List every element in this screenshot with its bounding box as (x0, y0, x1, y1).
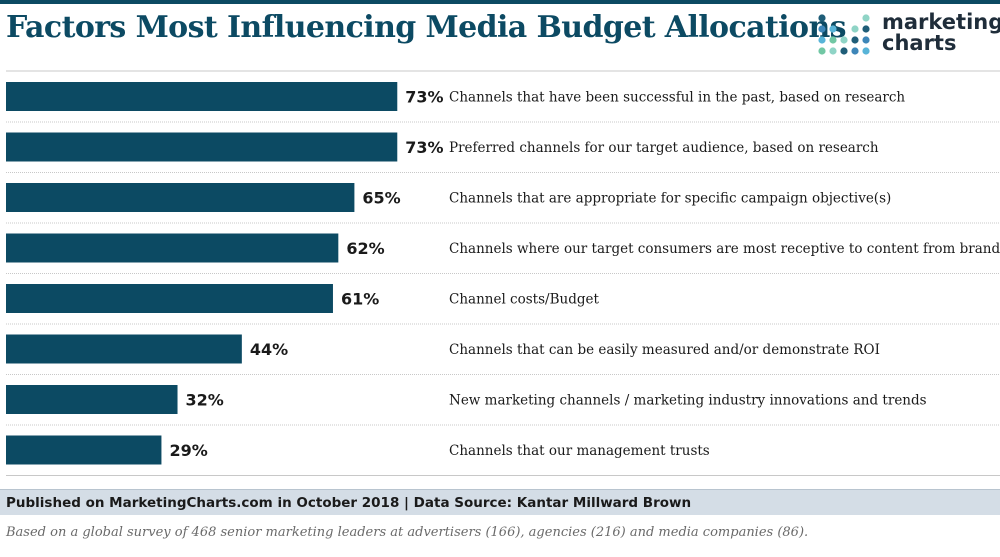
bar (6, 82, 398, 111)
logo-dot (829, 25, 837, 33)
bar (6, 435, 162, 465)
chart-title: Factors Most Influencing Media Budget Al… (6, 10, 847, 45)
bar-value-label: 62% (346, 239, 384, 258)
logo-text-line1: marketing (882, 10, 1000, 34)
bar (6, 334, 242, 364)
logo-dot (851, 36, 859, 44)
logo-dot (818, 14, 826, 22)
logo-text-line2: charts (882, 31, 957, 55)
bar (6, 183, 355, 212)
category-label: New marketing channels / marketing indus… (449, 393, 927, 409)
bar-value-label: 65% (362, 189, 400, 208)
bar-value-label: 32% (186, 391, 224, 410)
logo-dot (862, 25, 870, 33)
footer-source: Published on MarketingCharts.com in Octo… (6, 495, 692, 511)
logo-dot (818, 47, 826, 55)
top-rule (0, 0, 1000, 4)
bar-value-label: 44% (250, 340, 288, 359)
bar-chart: 73% Channels that have been successful in… (6, 70, 1000, 476)
category-label: Channels that can be easily measured and… (449, 342, 880, 358)
logo-dot (829, 47, 837, 55)
footer-note: Based on a global survey of 468 senior m… (6, 525, 809, 540)
bar (6, 284, 333, 313)
bar-value-label: 73% (405, 88, 443, 107)
marketingcharts-logo: marketing charts (816, 12, 1000, 58)
bar (6, 385, 178, 414)
category-label: Preferred channels for our target audien… (449, 140, 879, 156)
logo-dot (851, 25, 859, 33)
logo-dot (862, 14, 870, 22)
logo-dot (840, 47, 848, 55)
logo-dot (862, 36, 870, 44)
logo-dot (818, 36, 826, 44)
logo-text: marketing charts (882, 12, 1000, 54)
category-label: Channels where our target consumers are … (449, 241, 1000, 257)
bar (6, 132, 398, 162)
bar-value-label: 73% (405, 138, 443, 157)
category-label: Channels that our management trusts (449, 443, 710, 459)
bar-value-label: 61% (341, 290, 379, 309)
logo-dot (851, 47, 859, 55)
category-label: Channel costs/Budget (449, 292, 599, 308)
bar-value-label: 29% (169, 441, 207, 460)
logo-dot (829, 36, 837, 44)
footer-source-band: Published on MarketingCharts.com in Octo… (0, 489, 1000, 515)
logo-dot (818, 25, 826, 33)
bar (6, 233, 339, 263)
logo-dots-icon (818, 14, 870, 55)
category-label: Channels that have been successful in th… (449, 90, 905, 106)
logo-dot (862, 47, 870, 55)
logo-dot (840, 36, 848, 44)
category-label: Channels that are appropriate for specif… (449, 191, 891, 207)
